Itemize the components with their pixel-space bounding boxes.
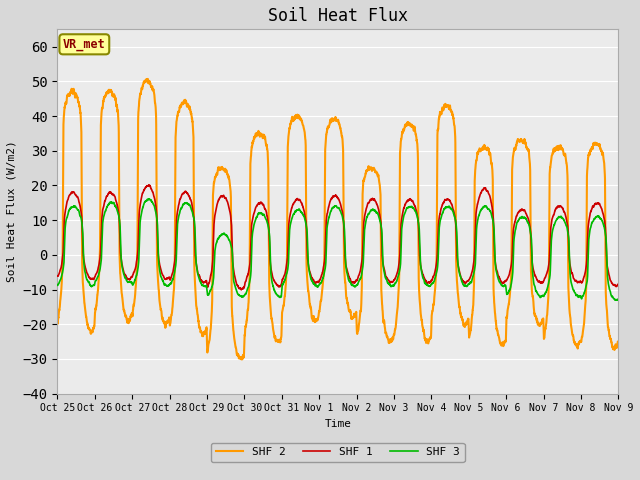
SHF 2: [54, 319, 61, 325]
SHF 1: [614, 281, 622, 287]
SHF 2: [614, 338, 621, 344]
SHF 3: [433, 269, 440, 275]
SHF 2: [614, 341, 622, 347]
SHF 3: [317, 280, 325, 286]
SHF 3: [612, 297, 620, 303]
SHF 2: [144, 76, 152, 82]
SHF 2: [154, 281, 162, 287]
SHF 3: [54, 283, 61, 288]
SHF 3: [145, 196, 153, 202]
Title: Soil Heat Flux: Soil Heat Flux: [268, 7, 408, 25]
SHF 3: [614, 297, 621, 302]
SHF 3: [464, 282, 472, 288]
SHF 3: [154, 249, 162, 255]
SHF 2: [317, 298, 325, 303]
Y-axis label: Soil Heat Flux (W/m2): Soil Heat Flux (W/m2): [7, 141, 17, 282]
X-axis label: Time: Time: [324, 419, 351, 429]
Line: SHF 3: SHF 3: [58, 199, 618, 300]
Text: VR_met: VR_met: [63, 38, 106, 51]
SHF 3: [495, 279, 503, 285]
SHF 2: [464, 317, 472, 323]
Line: SHF 2: SHF 2: [58, 79, 618, 360]
SHF 1: [154, 252, 162, 258]
SHF 2: [433, 230, 440, 236]
SHF 2: [237, 357, 245, 362]
SHF 1: [237, 287, 245, 292]
SHF 2: [496, 337, 504, 343]
Legend: SHF 2, SHF 1, SHF 3: SHF 2, SHF 1, SHF 3: [211, 443, 465, 462]
SHF 1: [433, 258, 440, 264]
SHF 1: [145, 182, 153, 188]
SHF 1: [54, 273, 61, 279]
SHF 1: [464, 278, 472, 284]
SHF 1: [496, 275, 504, 281]
SHF 3: [614, 296, 622, 302]
Line: SHF 1: SHF 1: [58, 185, 618, 289]
SHF 1: [317, 274, 325, 279]
SHF 1: [614, 282, 621, 288]
